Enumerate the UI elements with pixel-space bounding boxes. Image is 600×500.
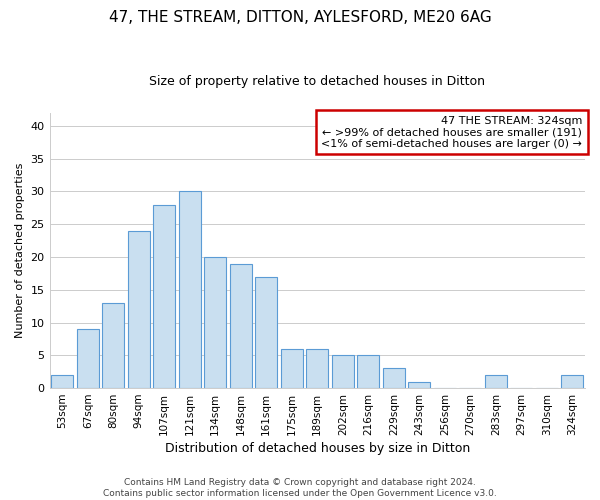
Bar xyxy=(307,348,328,388)
Bar xyxy=(103,303,124,388)
Y-axis label: Number of detached properties: Number of detached properties xyxy=(15,162,25,338)
Bar xyxy=(358,356,379,388)
Bar xyxy=(256,276,277,388)
Bar xyxy=(179,192,200,388)
Bar xyxy=(128,231,149,388)
X-axis label: Distribution of detached houses by size in Ditton: Distribution of detached houses by size … xyxy=(164,442,470,455)
Bar xyxy=(562,375,583,388)
Bar xyxy=(281,348,302,388)
Text: Contains HM Land Registry data © Crown copyright and database right 2024.
Contai: Contains HM Land Registry data © Crown c… xyxy=(103,478,497,498)
Text: 47 THE STREAM: 324sqm
← >99% of detached houses are smaller (191)
<1% of semi-de: 47 THE STREAM: 324sqm ← >99% of detached… xyxy=(322,116,582,149)
Bar xyxy=(409,382,430,388)
Bar xyxy=(383,368,404,388)
Bar xyxy=(485,375,506,388)
Bar xyxy=(77,329,98,388)
Text: 47, THE STREAM, DITTON, AYLESFORD, ME20 6AG: 47, THE STREAM, DITTON, AYLESFORD, ME20 … xyxy=(109,10,491,25)
Bar xyxy=(154,204,175,388)
Bar xyxy=(52,375,73,388)
Bar xyxy=(230,264,251,388)
Bar xyxy=(205,257,226,388)
Bar xyxy=(332,356,353,388)
Title: Size of property relative to detached houses in Ditton: Size of property relative to detached ho… xyxy=(149,75,485,88)
